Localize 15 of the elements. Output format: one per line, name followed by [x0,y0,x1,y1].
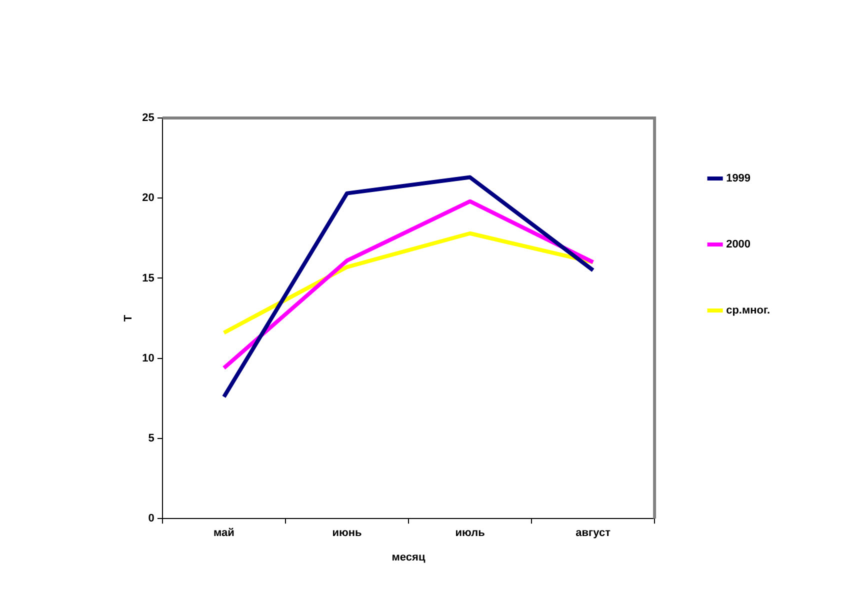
x-axis-title: месяц [392,551,426,564]
x-tick-label: июль [455,527,486,540]
y-axis-title: T [122,314,135,322]
x-tick-label: июнь [332,527,362,540]
legend-label: ср.мног. [726,304,770,317]
x-tick-label: май [214,527,234,540]
y-tick-label: 5 [148,432,154,445]
y-tick-label: 0 [148,512,154,525]
x-tick-label: август [576,527,612,540]
y-tick-label: 20 [142,192,154,204]
y-tick-label: 10 [142,352,154,364]
legend-label: 2000 [726,238,751,251]
y-tick-label: 25 [142,112,154,124]
y-tick-label: 15 [142,272,154,284]
legend-label: 1999 [726,172,751,185]
